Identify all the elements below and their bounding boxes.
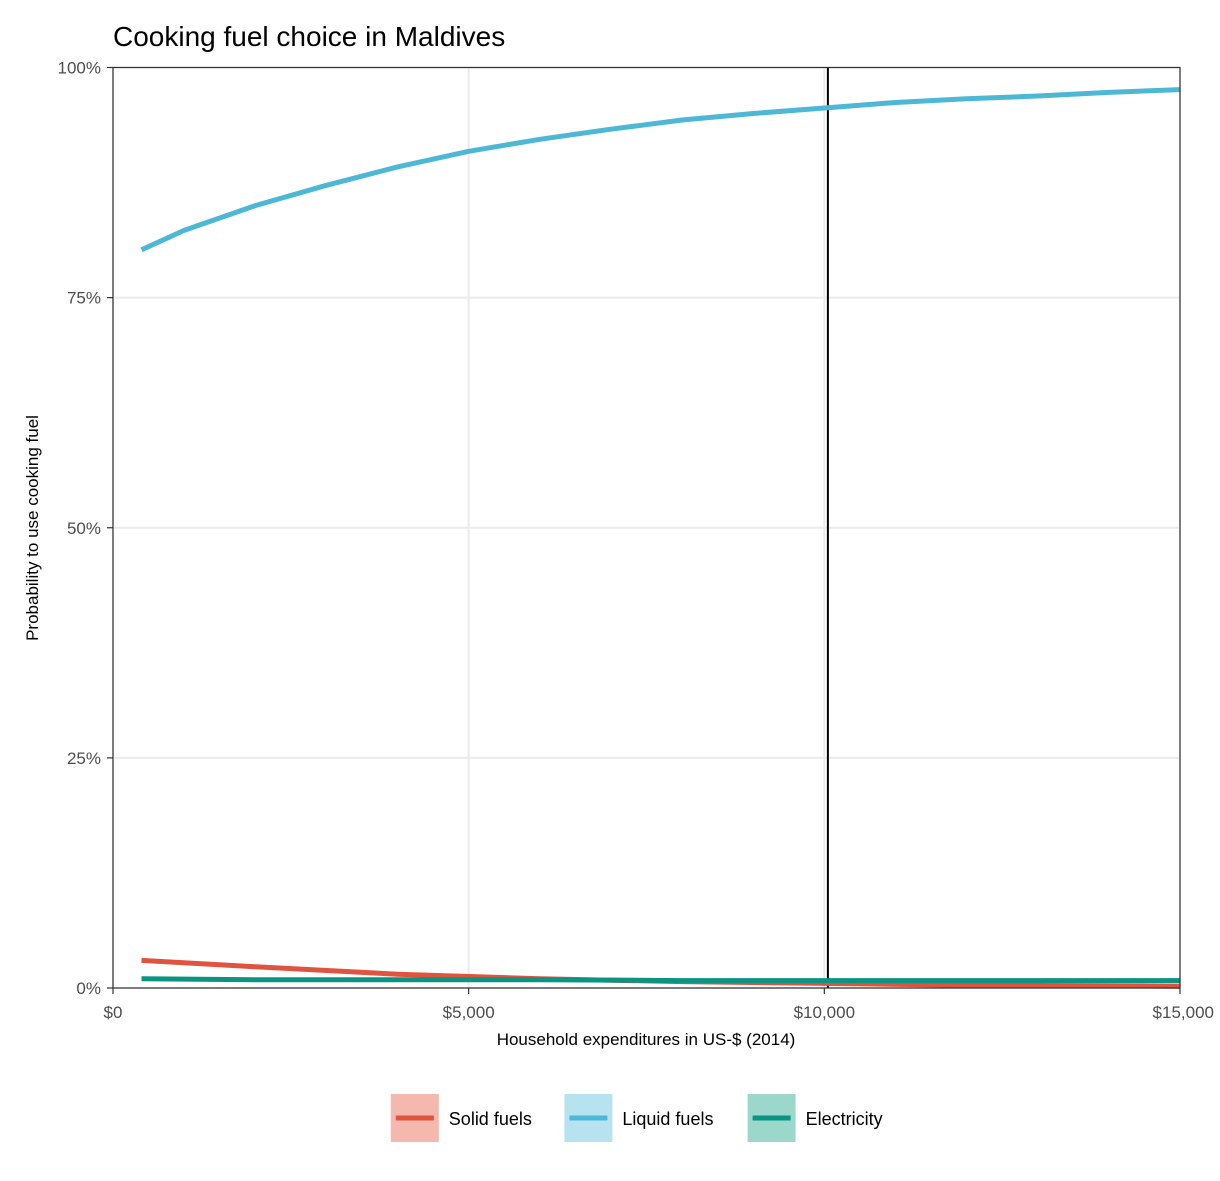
chart-title: Cooking fuel choice in Maldives — [113, 21, 505, 52]
y-tick-label: 100% — [58, 59, 101, 78]
x-tick-label: $5,000 — [443, 1003, 495, 1022]
y-tick-label: 75% — [67, 289, 101, 308]
legend: Solid fuels Liquid fuels Electricity — [390, 1094, 883, 1142]
y-tick-label: 25% — [67, 749, 101, 768]
x-tick-label: $0 — [104, 1003, 123, 1022]
legend-label-liquid-fuels: Liquid fuels — [622, 1109, 713, 1129]
y-tick-label: 50% — [67, 519, 101, 538]
x-tick-label: $10,000 — [794, 1003, 855, 1022]
legend-label-electricity: Electricity — [806, 1109, 883, 1129]
series-layer — [140, 87, 1181, 989]
series-line-electricity — [141, 976, 1180, 984]
y-tick-label: 0% — [76, 979, 101, 998]
legend-label-solid-fuels: Solid fuels — [449, 1109, 532, 1129]
y-axis-title: Probability to use cooking fuel — [23, 415, 42, 641]
axis-ticks: 0% 25% 50% 75% 100% $0 $5,000 $10,000 $15,000 — [58, 59, 1214, 1023]
series-line-liquid-fuels — [140, 87, 1181, 253]
gridlines — [112, 66, 1181, 989]
x-tick-label: $15,000 — [1153, 1003, 1214, 1022]
x-axis-title: Household expenditures in US-$ (2014) — [497, 1030, 796, 1049]
